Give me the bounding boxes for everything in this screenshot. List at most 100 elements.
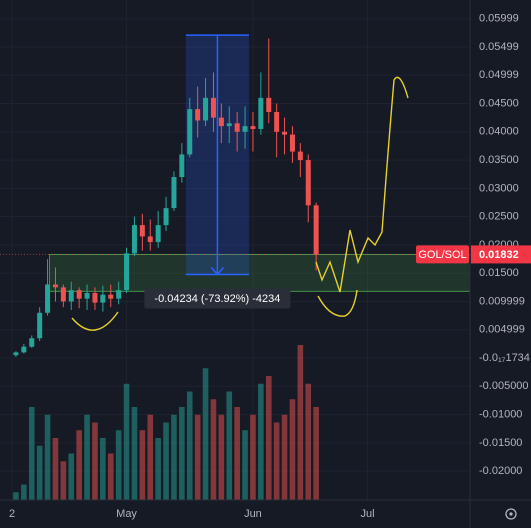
volume-bar (100, 438, 106, 500)
y-tick-label: 0.009999 (479, 295, 525, 307)
candle-body (258, 97, 264, 129)
volume-bar (265, 376, 272, 500)
volume-bar (36, 445, 43, 500)
curve (317, 289, 358, 317)
volume-bar (186, 391, 193, 500)
candle-body (92, 292, 98, 303)
candle-body (282, 131, 288, 135)
volume-bar (21, 484, 27, 500)
y-tick-label: 0.02500 (479, 211, 519, 223)
candle-body (76, 290, 82, 299)
candle-body (179, 154, 185, 178)
volume-bar (313, 407, 319, 500)
candle-body (84, 292, 90, 299)
volume-bar (44, 414, 51, 500)
volume-bar (226, 391, 233, 500)
settings-button[interactable] (505, 508, 517, 520)
volume-bar (305, 383, 312, 500)
volume-bar (123, 383, 130, 500)
price-label: 0.01832 (479, 249, 519, 261)
volume-bar (171, 414, 177, 500)
volume-bar (28, 407, 35, 500)
candle-body (297, 151, 303, 161)
candle-body (163, 208, 169, 226)
series (13, 38, 319, 500)
y-tick-label: 0.05999 (479, 13, 519, 25)
candle-body (171, 177, 177, 209)
volume-bar (289, 399, 296, 500)
volume-bar (76, 430, 82, 500)
x-tick-label: Jul (360, 508, 374, 520)
volume-bar (13, 492, 19, 500)
candle-body (218, 117, 224, 127)
candle-body (108, 294, 114, 299)
volume-bar (92, 422, 98, 500)
candle-body (203, 97, 209, 121)
volume-bar (202, 368, 209, 500)
candle-body (266, 97, 272, 112)
curve (71, 311, 119, 331)
candle-body (68, 290, 74, 302)
candle-body (100, 294, 106, 303)
x-tick-label: Jun (244, 508, 262, 520)
volume-bar (234, 407, 240, 500)
x-tick-label: May (116, 508, 137, 520)
volume-bar (218, 414, 225, 500)
y-tick-label: 0.03000 (479, 182, 519, 194)
volume-bar (131, 407, 138, 500)
volume-bar (194, 414, 201, 500)
candle-body (52, 284, 58, 288)
candle-body (139, 225, 145, 237)
x-tick-label: 2 (9, 508, 15, 520)
measure-label-box (144, 288, 291, 309)
candle-body (195, 109, 201, 121)
y-tick-label: 0.004999 (479, 324, 525, 336)
volume-bar (107, 453, 114, 500)
candle-body (187, 109, 193, 155)
candle-body (147, 236, 153, 243)
candle-body (250, 126, 256, 129)
candle-body (305, 160, 311, 206)
candle-body (45, 284, 51, 313)
y-tick-label: 0.01500 (479, 267, 519, 279)
y-tick-label: 0.04000 (479, 126, 519, 138)
volume-bar (68, 453, 75, 500)
measure-label: -0.04234 (-73.92%) -4234 (154, 293, 280, 305)
candle-body (21, 346, 27, 353)
hand-drawn (71, 76, 409, 331)
candle-body (242, 126, 248, 132)
candle-body (116, 290, 122, 299)
y-tick-label: -0.0₁₇1734 (479, 352, 530, 364)
y-tick-label: -0.02000 (479, 465, 522, 477)
volume-bar (242, 430, 248, 500)
candle-body (155, 225, 161, 243)
y-tick-label: -0.005000 (479, 380, 529, 392)
y-tick-label: 0.05499 (479, 41, 519, 53)
symbol-tag (416, 245, 469, 264)
y-tick-label: 0.03500 (479, 154, 519, 166)
volume-bar (281, 414, 288, 500)
volume-bar (163, 422, 169, 500)
measure-arrowhead (210, 267, 224, 276)
candle-body (37, 312, 43, 339)
settings-icon[interactable] (509, 512, 513, 516)
y-tick-label: 0.04999 (479, 69, 519, 81)
volume-bar (52, 438, 59, 500)
curve (315, 76, 409, 293)
volume-bar (210, 399, 217, 500)
volume-bar (60, 461, 67, 500)
candle-body (226, 123, 232, 127)
symbol-label: GOL/SOL (418, 249, 466, 261)
volume-bar (115, 430, 122, 500)
labels: 0.05999 0.05499 0.04999 0.04500 0.04000 0.035… (9, 13, 531, 520)
volume-bar (258, 383, 264, 500)
volume-bar (147, 414, 154, 500)
candle-body (210, 97, 216, 118)
y-tick-label: -0.01000 (479, 408, 522, 420)
candle-body (313, 205, 319, 255)
candle-body (29, 338, 35, 347)
candle-body (289, 134, 295, 152)
settings-icon[interactable] (505, 508, 517, 520)
price-tag (471, 245, 531, 264)
candle-body (131, 225, 137, 254)
